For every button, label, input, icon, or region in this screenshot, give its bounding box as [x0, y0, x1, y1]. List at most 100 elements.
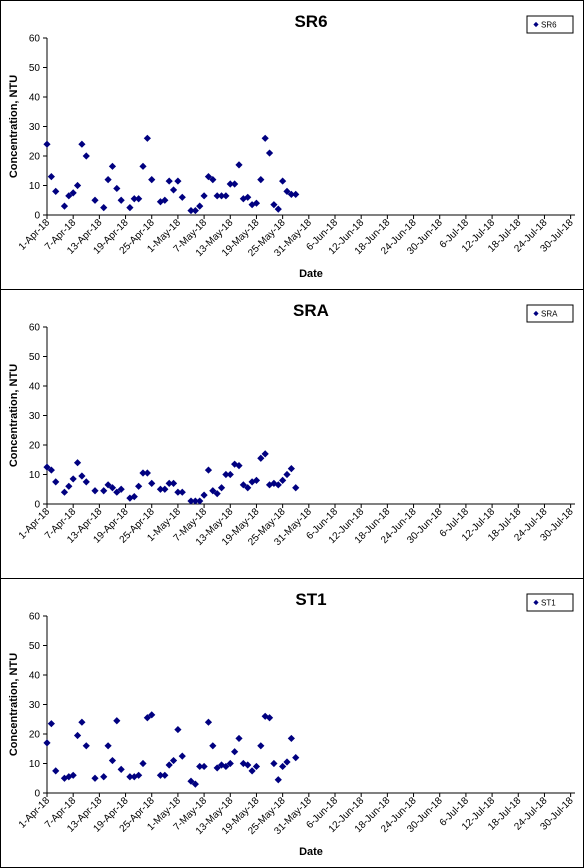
- y-tick-label: 50: [29, 63, 41, 74]
- data-point-sr6: [200, 192, 208, 200]
- data-point-sra: [292, 484, 300, 492]
- data-point-sra: [117, 485, 125, 493]
- data-point-sra: [169, 479, 178, 487]
- data-point-st1: [231, 748, 239, 756]
- data-point-sra: [143, 469, 151, 477]
- data-point-sr6: [117, 196, 125, 204]
- data-point-sra: [78, 472, 86, 480]
- data-point-sr6: [104, 176, 112, 184]
- data-point-sr6: [169, 186, 178, 194]
- data-point-sr6: [209, 176, 217, 184]
- data-point-st1: [222, 762, 230, 771]
- data-point-st1: [196, 762, 204, 771]
- legend-label: SR6: [541, 21, 557, 30]
- data-point-st1: [169, 756, 178, 765]
- data-point-sr6: [69, 189, 77, 197]
- data-point-st1: [248, 767, 256, 775]
- data-point-st1: [283, 758, 291, 766]
- y-tick-label: 0: [34, 789, 40, 800]
- data-point-sr6: [139, 162, 147, 170]
- data-point-st1: [235, 734, 243, 743]
- data-point-st1: [174, 725, 182, 734]
- data-point-st1: [108, 756, 117, 765]
- data-point-sr6: [287, 190, 295, 198]
- data-point-st1: [261, 712, 269, 720]
- data-point-sr6: [60, 202, 69, 210]
- chart-sra: SRA01020304050601-Apr-187-Apr-1813-Apr-1…: [8, 301, 576, 548]
- data-point-sra: [213, 490, 221, 498]
- y-tick-label: 10: [29, 759, 41, 770]
- data-point-sra: [239, 481, 247, 489]
- y-tick-label: 60: [29, 323, 41, 334]
- data-point-st1: [204, 718, 213, 726]
- data-point-sr6: [196, 202, 204, 210]
- data-point-sra: [191, 497, 199, 505]
- data-point-sra: [226, 470, 234, 479]
- data-point-sr6: [187, 206, 195, 215]
- data-point-sra: [156, 485, 165, 493]
- data-point-sr6: [148, 176, 156, 184]
- data-point-sr6: [178, 193, 186, 201]
- data-point-st1: [104, 742, 112, 750]
- data-point-sra: [113, 488, 121, 496]
- data-point-sra: [283, 470, 291, 479]
- data-point-sra: [222, 470, 230, 479]
- data-point-sr6: [91, 196, 99, 204]
- data-point-sra: [130, 493, 138, 501]
- data-point-st1: [292, 754, 300, 762]
- data-point-sra: [47, 466, 55, 474]
- data-point-sr6: [191, 206, 199, 215]
- data-point-sra: [200, 491, 208, 499]
- data-point-st1: [156, 771, 165, 779]
- data-point-st1: [52, 767, 60, 775]
- x-axis-label: Date: [299, 846, 323, 858]
- chart-title: SRA: [293, 301, 329, 320]
- data-point-st1: [213, 764, 221, 772]
- y-axis-label: Concentration, NTU: [8, 75, 20, 178]
- y-tick-label: 20: [29, 730, 41, 741]
- y-tick-label: 20: [29, 152, 41, 163]
- legend-marker: [533, 310, 539, 317]
- legend-marker: [533, 599, 539, 606]
- data-point-sr6: [270, 201, 278, 209]
- data-point-sr6: [108, 162, 117, 170]
- data-point-st1: [91, 774, 99, 782]
- data-point-st1: [257, 742, 265, 750]
- y-tick-label: 50: [29, 641, 41, 652]
- data-point-sra: [60, 488, 69, 496]
- data-point-st1: [148, 711, 156, 719]
- data-point-sr6: [235, 161, 243, 169]
- data-point-st1: [73, 731, 82, 740]
- data-point-sra: [43, 463, 51, 471]
- data-point-sra: [69, 475, 77, 483]
- data-point-sr6: [135, 195, 143, 203]
- data-point-sra: [73, 459, 82, 467]
- data-point-sra: [261, 450, 269, 458]
- data-point-st1: [226, 759, 234, 768]
- data-point-sra: [257, 454, 265, 462]
- data-point-sr6: [213, 192, 221, 200]
- y-tick-label: 20: [29, 441, 41, 452]
- data-point-st1: [139, 759, 147, 768]
- legend-box: [526, 15, 574, 34]
- y-tick-label: 30: [29, 122, 41, 133]
- data-point-sra: [82, 478, 90, 486]
- data-point-sra: [135, 482, 143, 490]
- data-point-sra: [104, 481, 112, 489]
- data-point-sra: [287, 465, 295, 473]
- data-point-sra: [52, 478, 60, 486]
- data-point-st1: [270, 759, 278, 768]
- data-point-sr6: [174, 177, 182, 185]
- data-point-sra: [108, 484, 117, 492]
- data-point-sr6: [217, 192, 226, 200]
- legend-label: SRA: [541, 310, 558, 319]
- data-point-sr6: [73, 181, 82, 190]
- data-point-sr6: [161, 196, 169, 204]
- data-point-sr6: [113, 184, 121, 193]
- data-point-st1: [47, 720, 55, 728]
- y-tick-label: 30: [29, 700, 41, 711]
- data-point-sra: [174, 488, 182, 496]
- legend: ST1: [526, 593, 574, 612]
- data-point-st1: [209, 742, 217, 750]
- data-point-sr6: [47, 173, 55, 181]
